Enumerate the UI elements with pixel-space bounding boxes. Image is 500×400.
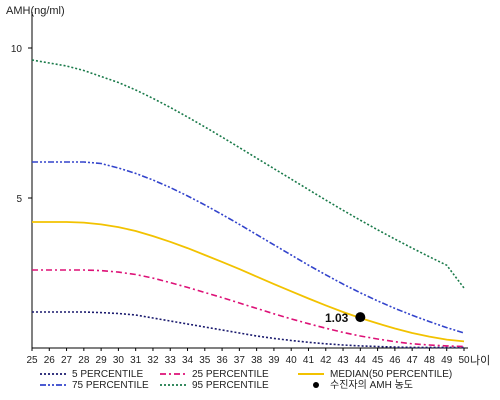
x-tick-label: 35 xyxy=(199,355,211,366)
x-tick-label: 29 xyxy=(96,355,108,366)
legend-label: 75 PERCENTILE xyxy=(72,380,149,391)
x-tick-label: 38 xyxy=(251,355,263,366)
x-tick-label: 43 xyxy=(337,355,349,366)
legend-marker-patient-amh xyxy=(313,382,319,388)
series-line-25-percentile xyxy=(32,269,465,348)
x-tick-label: 34 xyxy=(182,355,194,366)
x-tick-label: 41 xyxy=(303,355,315,366)
legend-label: MEDIAN(50 PERCENTILE) xyxy=(330,369,452,380)
x-tick-label: 39 xyxy=(268,355,280,366)
x-axis-title: 나이 xyxy=(470,354,490,367)
x-tick-label: 31 xyxy=(130,355,142,366)
patient-amh-value-label: 1.03 xyxy=(325,311,349,325)
highlight-group: 1.03 xyxy=(325,311,366,325)
x-tick-label: 47 xyxy=(407,355,419,366)
patient-amh-point xyxy=(355,312,366,323)
x-tick-label: 49 xyxy=(441,355,453,366)
x-tick-label: 37 xyxy=(234,355,246,366)
series-line-95-percentile xyxy=(31,59,465,289)
series-line-median-50-percentile xyxy=(32,221,465,343)
x-tick-label: 30 xyxy=(113,355,125,366)
y-tick-label: 5 xyxy=(16,194,22,205)
series-group xyxy=(31,59,465,349)
x-tick-label: 42 xyxy=(320,355,332,366)
y-tick-label: 10 xyxy=(11,44,23,55)
x-tick-label: 32 xyxy=(147,355,159,366)
x-tick-label: 25 xyxy=(26,355,38,366)
x-tick-label: 45 xyxy=(372,355,384,366)
x-tick-label: 50 xyxy=(458,355,470,366)
legend-label: 25 PERCENTILE xyxy=(192,369,269,380)
x-tick-label: 44 xyxy=(355,355,367,366)
y-axis-title: AMH(ng/ml) xyxy=(6,5,65,17)
x-tick-label: 36 xyxy=(217,355,229,366)
legend-label: 95 PERCENTILE xyxy=(192,380,269,391)
legend-label: 수진자의 AMH 농도 xyxy=(330,379,413,391)
x-tick-label: 26 xyxy=(44,355,56,366)
legend-label: 5 PERCENTILE xyxy=(72,369,143,380)
x-tick-label: 28 xyxy=(78,355,90,366)
x-tick-label: 40 xyxy=(286,355,298,366)
series-line-75-percentile xyxy=(32,161,465,334)
series-line-5-percentile xyxy=(32,311,464,349)
x-tick-label: 46 xyxy=(389,355,401,366)
x-tick-label: 27 xyxy=(61,355,73,366)
axes-group: 5 10 25 26 27 28 29 30 31 32 33 34 35 36 37 38 39 40 41 42 4… xyxy=(11,12,470,366)
x-tick-label: 33 xyxy=(165,355,177,366)
x-tick-label: 48 xyxy=(424,355,436,366)
